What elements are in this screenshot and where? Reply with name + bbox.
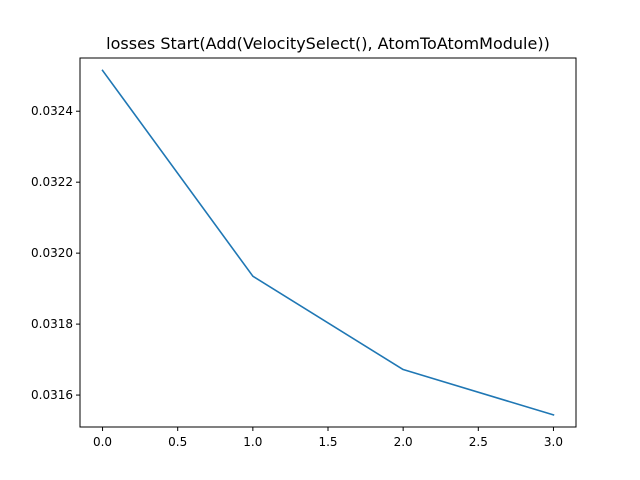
x-tick-label: 2.5 — [469, 435, 488, 449]
x-tick-label: 0.0 — [93, 435, 112, 449]
plot-area — [79, 57, 577, 428]
y-tick-label: 0.0322 — [31, 175, 73, 189]
y-tick-label: 0.0324 — [31, 104, 73, 118]
x-tick-label: 1.0 — [243, 435, 262, 449]
chart-title: losses Start(Add(VelocitySelect(), AtomT… — [106, 34, 550, 53]
y-tick-label: 0.0318 — [31, 317, 73, 331]
x-tick-label: 3.0 — [544, 435, 563, 449]
y-axis: 0.0316 0.0318 0.0320 0.0322 0.0324 — [31, 104, 80, 402]
x-tick-label: 2.0 — [394, 435, 413, 449]
y-tick-label: 0.0316 — [31, 388, 73, 402]
series-layer — [101, 69, 555, 416]
plot-frame — [79, 57, 577, 428]
x-tick-label: 0.5 — [168, 435, 187, 449]
loss-series-line — [101, 69, 555, 416]
x-tick-label: 1.5 — [318, 435, 337, 449]
x-axis: 0.0 0.5 1.0 1.5 2.0 2.5 3.0 — [93, 427, 563, 449]
y-tick-label: 0.0320 — [31, 246, 73, 260]
